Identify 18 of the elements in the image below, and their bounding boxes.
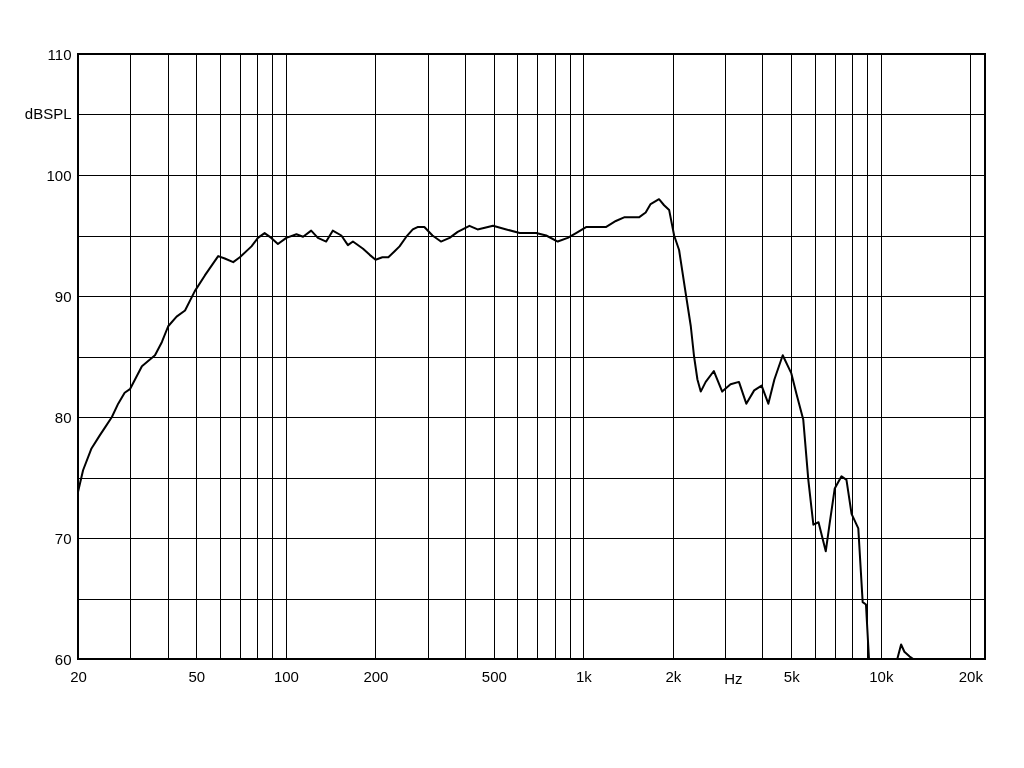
y-tick-label: 90	[54, 287, 72, 305]
x-tick-label: 20k	[958, 667, 984, 685]
y-tick-label: 100	[46, 166, 72, 184]
x-tick-label: 10k	[869, 667, 894, 685]
x-axis-title: Hz	[724, 669, 743, 687]
y-axis-title: dBSPL	[24, 105, 72, 123]
x-tick-label: 20	[70, 667, 87, 685]
x-tick-label: 500	[481, 667, 507, 685]
x-tick-label: 1k	[575, 667, 593, 685]
x-tick-label: 5k	[783, 667, 801, 685]
y-tick-label: 60	[54, 650, 72, 668]
x-tick-label: 2k	[665, 667, 682, 685]
x-tick-label: 50	[188, 667, 206, 685]
y-tick-label: 70	[54, 529, 72, 547]
x-tick-label: 100	[273, 667, 299, 685]
x-tick-label: 200	[363, 667, 389, 685]
y-tick-label: 80	[54, 408, 72, 426]
y-tick-label: 110	[47, 45, 72, 63]
